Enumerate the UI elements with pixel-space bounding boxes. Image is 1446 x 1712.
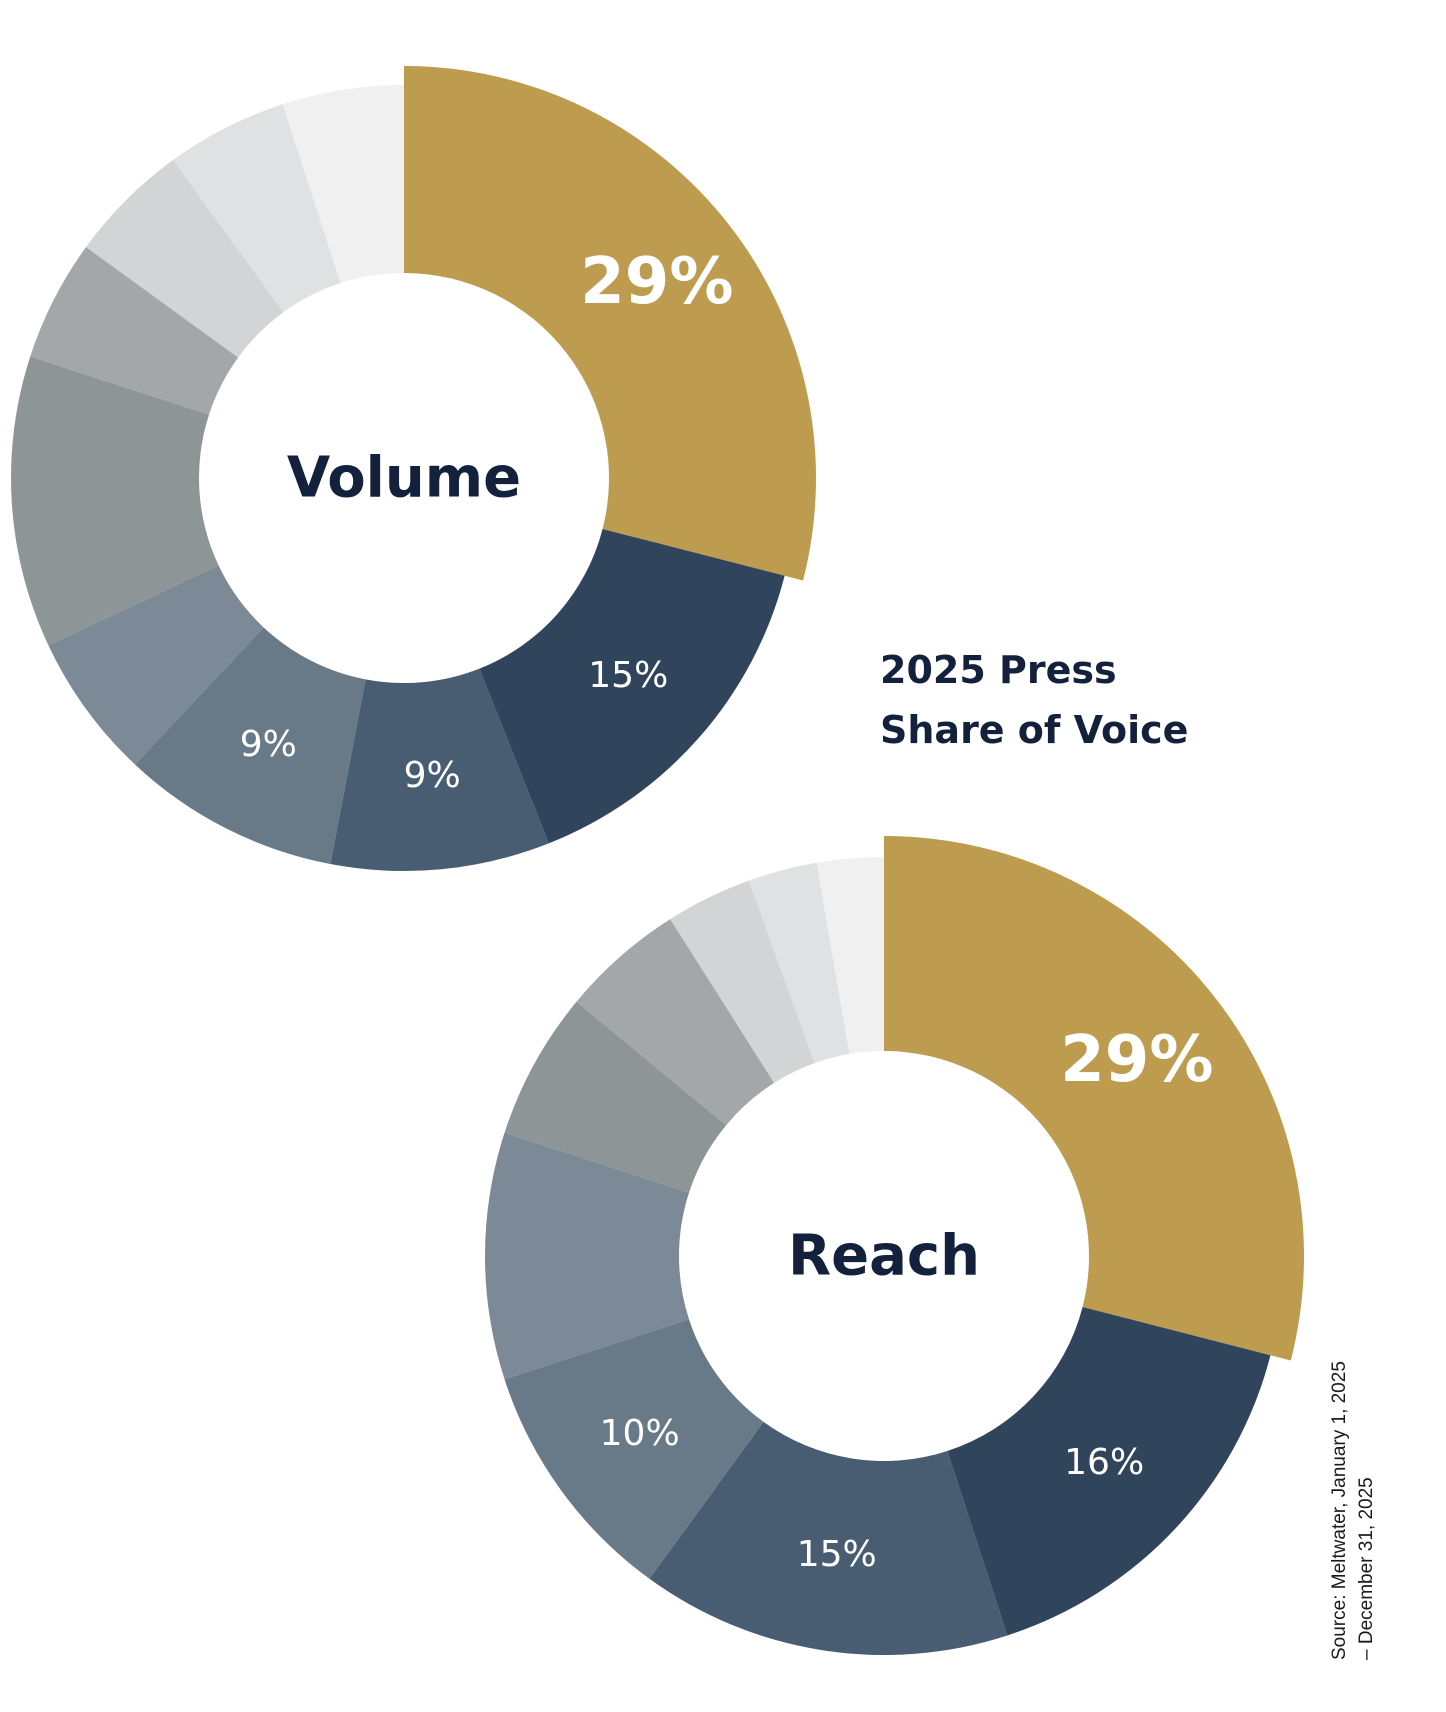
reach-slice-5	[485, 1132, 690, 1380]
volume-slice-3-label: 9%	[404, 755, 461, 796]
volume-slice-2-label: 15%	[588, 655, 668, 696]
headline-line-2: Share of Voice	[880, 708, 1189, 752]
reach-slice-1-label: 29%	[1060, 1023, 1213, 1097]
volume-donut: 29% 15% 9% 9% Volume	[11, 66, 817, 871]
volume-slice-10	[282, 85, 404, 284]
volume-slice-4-label: 9%	[240, 724, 297, 765]
volume-slice-2	[479, 528, 785, 844]
reach-slice-6	[504, 1001, 727, 1193]
source-line-2: – December 31, 2025	[1356, 1477, 1377, 1660]
volume-slice-1-label: 29%	[580, 245, 733, 319]
headline-line-1: 2025 Press	[880, 648, 1117, 692]
volume-slice-1	[404, 66, 817, 581]
volume-slice-9	[173, 104, 341, 313]
volume-slice-6	[11, 356, 219, 646]
reach-slice-2-label: 16%	[1064, 1442, 1144, 1483]
reach-slice-2	[947, 1306, 1271, 1636]
reach-slice-3	[649, 1421, 1008, 1655]
chart-headline: 2025 Press Share of Voice	[880, 640, 1300, 760]
reach-slice-1	[884, 836, 1305, 1361]
reach-slice-9	[748, 862, 850, 1064]
source-line-1: Source: Meltwater, January 1, 2025	[1329, 1361, 1350, 1660]
reach-slice-3-label: 15%	[797, 1534, 877, 1575]
volume-slice-3	[330, 668, 549, 871]
reach-slice-8	[670, 880, 815, 1083]
volume-slice-4	[134, 627, 366, 865]
volume-slice-5	[48, 565, 264, 765]
volume-slice-7	[30, 247, 239, 415]
volume-center-label: Volume	[287, 446, 521, 511]
reach-slice-10	[816, 857, 884, 1054]
reach-donut: 29% 16% 15% 10% Reach	[485, 836, 1305, 1655]
reach-slice-7	[576, 919, 775, 1126]
reach-slice-4	[504, 1319, 764, 1579]
reach-center-label: Reach	[788, 1224, 980, 1289]
volume-slice-8	[86, 160, 284, 358]
source-note: Source: Meltwater, January 1, 2025 – Dec…	[1326, 1361, 1380, 1660]
reach-slice-4-label: 10%	[600, 1413, 680, 1454]
